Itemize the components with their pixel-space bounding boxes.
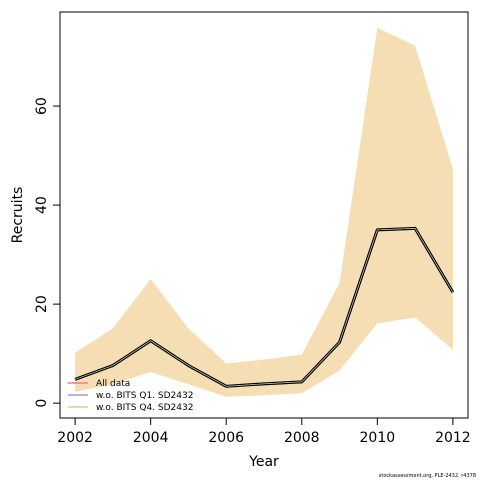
x-tick-label: 2008	[284, 430, 320, 446]
x-tick-label: 2012	[435, 430, 471, 446]
y-tick-label: 0	[34, 399, 50, 408]
y-tick-label: 60	[34, 97, 50, 115]
confidence-band	[75, 27, 453, 397]
legend-label-2: w.o. BITS Q1. SD2432	[96, 391, 193, 401]
y-axis-label: Recruits	[10, 187, 26, 244]
y-axis: 0 20 40 60	[34, 97, 60, 408]
legend-label-3: w.o. BITS Q4. SD2432	[96, 403, 193, 413]
confidence-band-layer	[75, 27, 453, 397]
x-tick-label: 2004	[133, 430, 169, 446]
x-axis-label: Year	[248, 454, 279, 470]
x-tick-label: 2002	[57, 430, 93, 446]
legend: All data w.o. BITS Q1. SD2432 w.o. BITS Q4…	[68, 379, 193, 413]
y-tick-label: 40	[34, 196, 50, 214]
x-axis: 2002 2004 2006 2008 2010 2012	[57, 418, 471, 446]
x-tick-label: 2010	[360, 430, 396, 446]
y-tick-label: 20	[34, 295, 50, 313]
series-line-layer	[74, 226, 455, 388]
legend-label-1: All data	[96, 379, 130, 389]
credit-text: stockassessment.org, PLE-2432, r4378	[379, 473, 476, 479]
series-line-3	[75, 228, 454, 387]
plot-frame	[59, 11, 469, 419]
x-tick-label: 2006	[208, 430, 244, 446]
